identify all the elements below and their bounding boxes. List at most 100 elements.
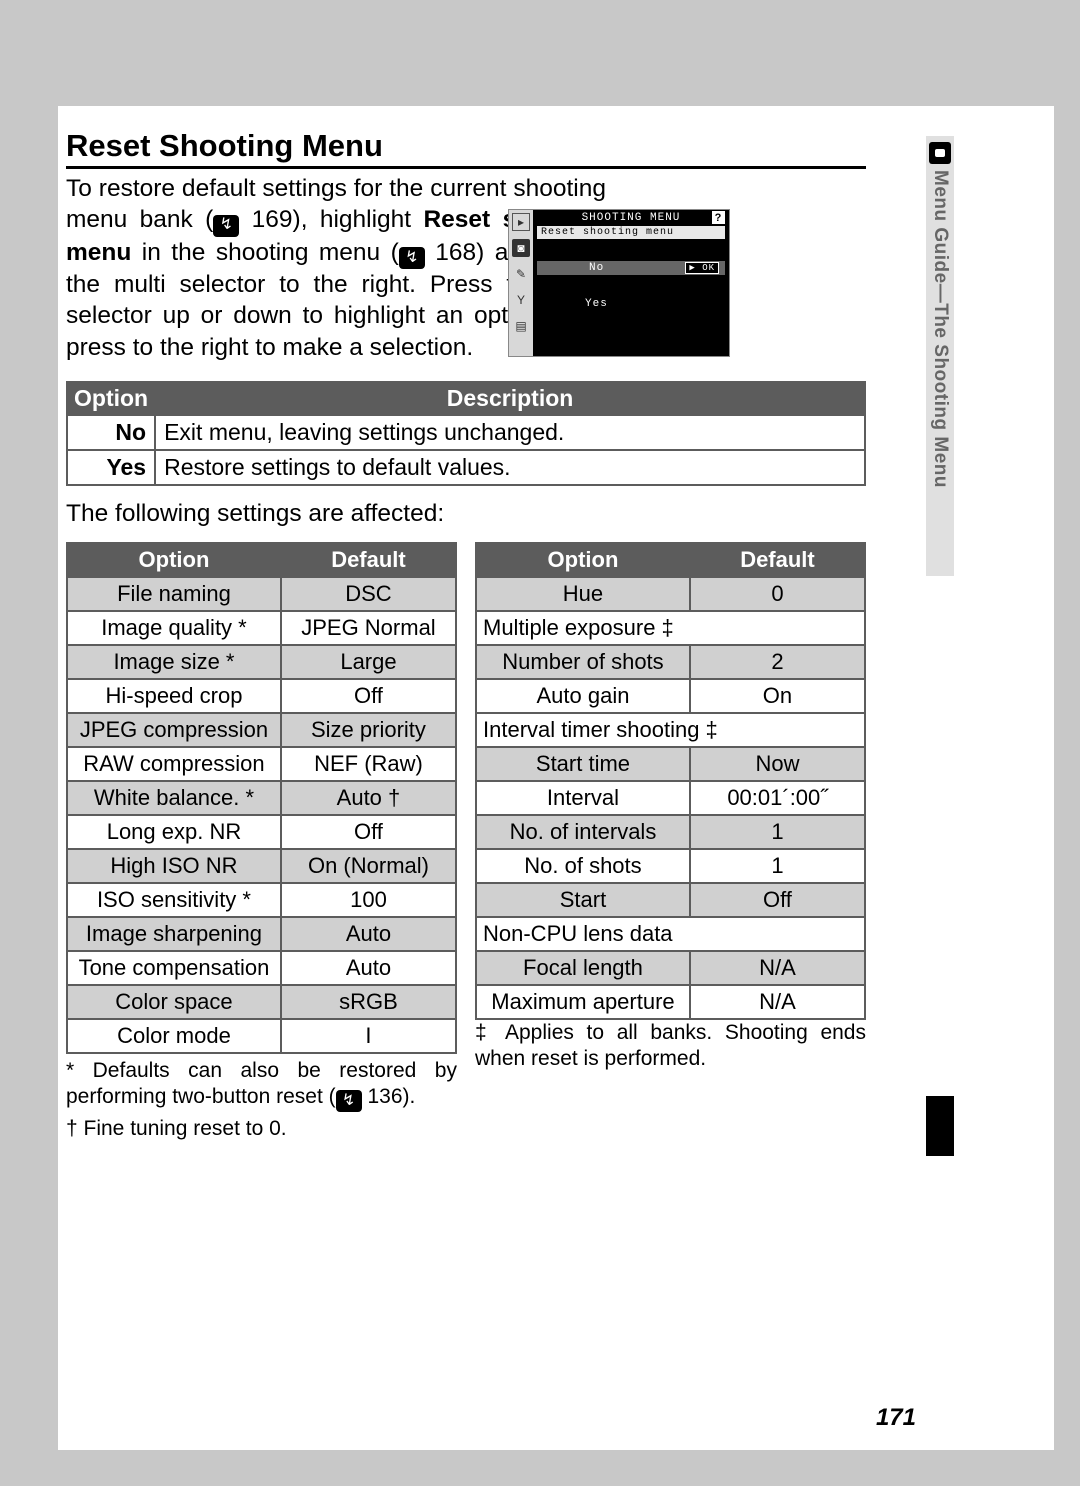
table-row: Multiple exposure ‡ xyxy=(476,611,865,645)
cell-option: Interval xyxy=(476,781,690,815)
th-option: Option xyxy=(476,543,690,577)
cell-option: Focal length xyxy=(476,951,690,985)
table-row: NoExit menu, leaving settings unchanged. xyxy=(67,415,865,450)
ok-badge: ▶ OK xyxy=(685,262,719,274)
play-icon: ▸ xyxy=(512,213,530,231)
table-row: Long exp. NROff xyxy=(67,815,456,849)
cell-option: High ISO NR xyxy=(67,849,281,883)
cell-default: Now xyxy=(690,747,865,781)
table-row: Maximum apertureN/A xyxy=(476,985,865,1019)
retouch-icon: ▤ xyxy=(512,317,530,335)
cell-option: No xyxy=(67,415,155,450)
cell-option: JPEG compression xyxy=(67,713,281,747)
settings-table-left: Option Default File namingDSCImage quali… xyxy=(66,542,457,1054)
table-row: JPEG compressionSize priority xyxy=(67,713,456,747)
help-icon: ? xyxy=(712,211,725,224)
cell-default: Auto xyxy=(281,917,456,951)
cell-option: Start time xyxy=(476,747,690,781)
cell-option: Long exp. NR xyxy=(67,815,281,849)
cell-option: Hi-speed crop xyxy=(67,679,281,713)
camera-icon xyxy=(929,142,951,164)
cell-option: Number of shots xyxy=(476,645,690,679)
cell-option: Image quality * xyxy=(67,611,281,645)
page: Menu Guide—The Shooting Menu Reset Shoot… xyxy=(58,106,1054,1450)
table-row: High ISO NROn (Normal) xyxy=(67,849,456,883)
cell-option: No. of shots xyxy=(476,849,690,883)
section-heading: Reset Shooting Menu xyxy=(66,128,866,169)
cell-option: Image size * xyxy=(67,645,281,679)
cell-default: On (Normal) xyxy=(281,849,456,883)
cell-default: Auto † xyxy=(281,781,456,815)
cell-default: NEF (Raw) xyxy=(281,747,456,781)
cell-default: sRGB xyxy=(281,985,456,1019)
cell-default: 0 xyxy=(690,577,865,611)
table-row: StartOff xyxy=(476,883,865,917)
cell-option: Color mode xyxy=(67,1019,281,1053)
cell-default: 2 xyxy=(690,645,865,679)
cell-option: No. of intervals xyxy=(476,815,690,849)
footnote-right: ‡ Applies to all banks. Shooting ends wh… xyxy=(475,1020,866,1073)
side-tab: Menu Guide—The Shooting Menu xyxy=(926,136,954,576)
table-row: Interval timer shooting ‡ xyxy=(476,713,865,747)
table-row: Start timeNow xyxy=(476,747,865,781)
thumb-tab xyxy=(926,1096,954,1156)
affected-line: The following settings are affected: xyxy=(66,500,866,528)
table-row: Image sharpeningAuto xyxy=(67,917,456,951)
cell-option: RAW compression xyxy=(67,747,281,781)
table-row: File namingDSC xyxy=(67,577,456,611)
camera-screenshot: ▸ ◙ ✎ Y ▤ SHOOTING MENU ? Reset shooting… xyxy=(508,209,730,357)
camera-tab-icon: ◙ xyxy=(512,239,530,257)
cell-section: Non-CPU lens data xyxy=(476,917,865,951)
cell-option: Maximum aperture xyxy=(476,985,690,1019)
cell-default: JPEG Normal xyxy=(281,611,456,645)
th-option: Option xyxy=(67,382,155,415)
cell-option: Start xyxy=(476,883,690,917)
cell-default: I xyxy=(281,1019,456,1053)
ref-icon: ↯ xyxy=(399,247,425,269)
cell-default: Off xyxy=(281,815,456,849)
th-option: Option xyxy=(67,543,281,577)
cell-section: Multiple exposure ‡ xyxy=(476,611,865,645)
cell-default: 100 xyxy=(281,883,456,917)
cell-section: Interval timer shooting ‡ xyxy=(476,713,865,747)
table-row: Color modeI xyxy=(67,1019,456,1053)
ref-icon: ↯ xyxy=(213,215,239,237)
table-row: Non-CPU lens data xyxy=(476,917,865,951)
table-row: Interval00:01´:00˝ xyxy=(476,781,865,815)
cell-default: Off xyxy=(281,679,456,713)
option-description-table: Option Description NoExit menu, leaving … xyxy=(66,381,866,486)
table-row: Hi-speed cropOff xyxy=(67,679,456,713)
table-row: Focal lengthN/A xyxy=(476,951,865,985)
cell-option: Auto gain xyxy=(476,679,690,713)
table-row: No. of intervals1 xyxy=(476,815,865,849)
cell-option: Yes xyxy=(67,450,155,485)
table-row: Number of shots2 xyxy=(476,645,865,679)
table-row: Auto gainOn xyxy=(476,679,865,713)
camera-option-no: No ▶ OK xyxy=(537,261,725,275)
cell-option: ISO sensitivity * xyxy=(67,883,281,917)
cell-description: Restore settings to default values. xyxy=(155,450,865,485)
settings-table-right: Option Default Hue0Multiple exposure ‡Nu… xyxy=(475,542,866,1020)
cell-option: Image sharpening xyxy=(67,917,281,951)
cell-default: Size priority xyxy=(281,713,456,747)
cell-default: Off xyxy=(690,883,865,917)
table-row: YesRestore settings to default values. xyxy=(67,450,865,485)
camera-subtitle: Reset shooting menu xyxy=(537,226,725,239)
cell-description: Exit menu, leaving settings unchanged. xyxy=(155,415,865,450)
content: Reset Shooting Menu ▸ ◙ ✎ Y ▤ SHOOTING M… xyxy=(66,128,866,1142)
table-row: Image size *Large xyxy=(67,645,456,679)
cell-option: White balance. * xyxy=(67,781,281,815)
th-default: Default xyxy=(281,543,456,577)
table-row: Hue0 xyxy=(476,577,865,611)
cell-option: Color space xyxy=(67,985,281,1019)
table-row: Color spacesRGB xyxy=(67,985,456,1019)
ref-icon: ↯ xyxy=(336,1090,362,1112)
table-row: No. of shots1 xyxy=(476,849,865,883)
footnote-left-2: † Fine tuning reset to 0. xyxy=(66,1116,457,1142)
footnote-left-1: * Defaults can also be restored by perfo… xyxy=(66,1058,457,1112)
cell-option: Tone compensation xyxy=(67,951,281,985)
cell-default: N/A xyxy=(690,951,865,985)
th-description: Description xyxy=(155,382,865,415)
table-row: Tone compensationAuto xyxy=(67,951,456,985)
pencil-icon: ✎ xyxy=(512,265,530,283)
